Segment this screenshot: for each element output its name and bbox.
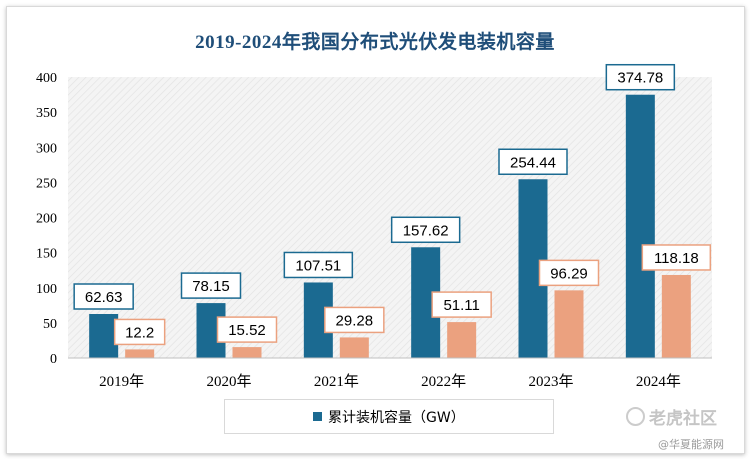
- data-label-box: [641, 244, 712, 271]
- y-tick-label: 100: [36, 282, 57, 297]
- data-label: 157.62: [403, 222, 449, 239]
- data-label-box: [180, 272, 242, 299]
- data-label-box: [73, 283, 134, 310]
- data-label-box: [431, 291, 492, 318]
- watermark: 老虎社区: [626, 404, 717, 429]
- source-mark: @华夏能源网: [658, 438, 724, 451]
- x-tick-label: 2020年: [206, 373, 251, 390]
- data-label: 118.18: [654, 250, 699, 267]
- y-axis: 0 50 100 150 200 250 300 350 400: [36, 71, 57, 367]
- bars: 62.63 12.2 78.15 15.52 107.51 29.28 157.62 51.1…: [73, 63, 712, 359]
- plot-background: [68, 77, 712, 358]
- data-label: 107.51: [295, 257, 341, 274]
- data-label: 96.29: [550, 265, 588, 282]
- data-label: 51.11: [443, 297, 479, 314]
- data-label: 15.52: [228, 322, 266, 339]
- data-label-box: [390, 216, 461, 244]
- paw-icon: [626, 407, 645, 426]
- data-label-box: [283, 251, 354, 279]
- data-label-box: [498, 148, 568, 176]
- y-tick-label: 350: [36, 106, 57, 121]
- data-label-box: [605, 63, 676, 91]
- y-tick-label: 250: [36, 176, 57, 191]
- x-tick-label: 2021年: [314, 373, 359, 390]
- x-tick-label: 2023年: [528, 373, 573, 390]
- bar-series-2: [339, 337, 369, 358]
- bar-series-2: [232, 347, 262, 358]
- legend-swatch: [313, 412, 322, 421]
- data-label-box: [216, 316, 278, 343]
- data-label-box: [113, 318, 166, 346]
- data-label: 12.2: [125, 324, 154, 341]
- data-label-box: [324, 306, 385, 334]
- data-label: 254.44: [510, 154, 556, 171]
- y-tick-label: 0: [50, 352, 57, 367]
- bar-series-2: [661, 274, 691, 358]
- bar-series-1: [89, 314, 119, 358]
- y-tick-label: 50: [43, 317, 57, 332]
- data-label: 29.28: [336, 312, 374, 329]
- data-label: 78.15: [192, 278, 230, 295]
- bar-series-1: [625, 94, 655, 359]
- data-label-box: [538, 259, 600, 287]
- data-label: 62.63: [85, 289, 123, 306]
- y-tick-label: 150: [36, 247, 57, 262]
- data-label: 374.78: [617, 70, 663, 87]
- y-tick-label: 400: [36, 71, 57, 86]
- bar-series-2: [447, 322, 477, 358]
- chart-title: 2019-2024年我国分布式光伏发电装机容量: [195, 32, 555, 53]
- x-axis: 2019年 2020年 2021年 2022年 2023年 2024年: [68, 357, 712, 390]
- y-tick-label: 300: [36, 141, 57, 156]
- x-tick-label: 2024年: [636, 373, 681, 390]
- y-tick-label: 200: [36, 212, 57, 227]
- watermark-text: 老虎社区: [649, 409, 717, 429]
- bar-series-2: [554, 290, 584, 358]
- legend-label: 累计装机容量（GW）: [328, 410, 465, 426]
- legend: 累计装机容量（GW）: [224, 399, 554, 434]
- bar-series-2: [125, 349, 155, 358]
- x-tick-label: 2022年: [421, 373, 466, 390]
- x-tick-label: 2019年: [99, 373, 144, 390]
